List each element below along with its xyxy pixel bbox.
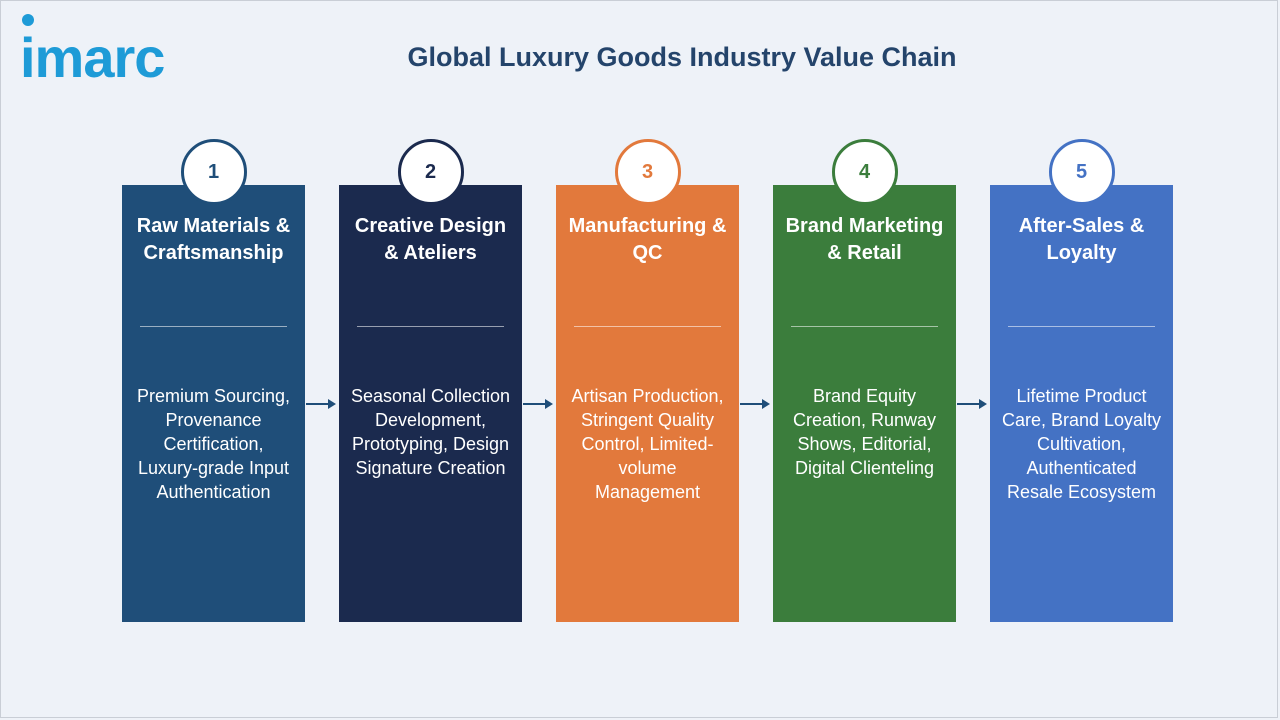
step-card-1: 1 Raw Materials & Craftsmanship Premium … [122,139,305,622]
logo-text: imarc [20,26,165,89]
step-number-badge: 2 [397,139,464,205]
step-description: Artisan Production, Stringent Quality Co… [571,386,724,502]
step-number-badge: 1 [180,139,247,205]
step-title: Manufacturing & QC [568,215,727,264]
step-divider [1008,326,1155,327]
step-description: Brand Equity Creation, Runway Shows, Edi… [792,386,937,478]
step-description: Lifetime Product Care, Brand Loyalty Cul… [1001,386,1162,502]
flow-arrow-icon [523,399,553,409]
flow-arrow-icon [306,399,336,409]
step-divider [791,326,938,327]
logo-dot [22,14,34,26]
step-title: Brand Marketing & Retail [785,215,944,264]
imarc-logo: imarc [18,14,208,89]
step-title: Raw Materials & Craftsmanship [136,215,291,264]
step-number-badge: 5 [1048,139,1115,205]
step-description: Seasonal Collection Development, Prototy… [350,386,511,478]
step-title: After-Sales & Loyalty [1018,215,1145,264]
flow-arrow-icon [740,399,770,409]
step-description: Premium Sourcing, Provenance Certificati… [136,386,291,502]
step-card-3: 3 Manufacturing & QC Artisan Production,… [556,139,739,622]
step-number-badge: 4 [831,139,898,205]
flow-arrow-icon [957,399,987,409]
step-card-2: 2 Creative Design & Ateliers Seasonal Co… [339,139,522,622]
step-number-badge: 3 [614,139,681,205]
page-title: Global Luxury Goods Industry Value Chain [407,42,957,72]
step-title: Creative Design & Ateliers [354,215,507,264]
step-divider [574,326,721,327]
step-card-5: 5 After-Sales & Loyalty Lifetime Product… [990,139,1173,622]
step-card-4: 4 Brand Marketing & Retail Brand Equity … [773,139,956,622]
step-divider [140,326,287,327]
step-divider [357,326,504,327]
